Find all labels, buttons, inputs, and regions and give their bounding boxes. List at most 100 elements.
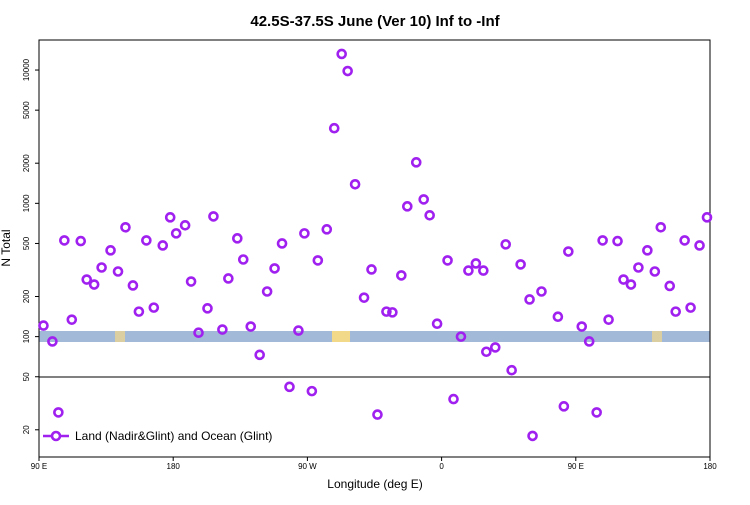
point (358, 292, 370, 303)
point (536, 286, 547, 297)
point (455, 331, 467, 342)
point (133, 306, 145, 317)
point (336, 48, 347, 60)
point (625, 279, 637, 290)
chart-title: 42.5S-37.5S June (Ver 10) Inf to -Inf (250, 13, 500, 30)
point (694, 240, 705, 251)
point (618, 274, 629, 285)
point (276, 238, 288, 249)
point (478, 265, 489, 276)
point (463, 265, 474, 276)
point (410, 157, 422, 168)
point (685, 302, 696, 313)
point (148, 302, 160, 313)
y-tick-label: 10000 (22, 58, 31, 81)
point (649, 266, 661, 277)
point (164, 212, 176, 223)
point (603, 314, 614, 325)
point (112, 266, 124, 277)
point (193, 327, 204, 339)
point (633, 262, 644, 273)
y-tick-label: 2000 (22, 154, 31, 172)
point (597, 235, 608, 246)
point (245, 321, 257, 332)
point (328, 122, 340, 134)
point (442, 255, 453, 266)
point (306, 385, 318, 397)
point (120, 221, 131, 233)
surface-band (39, 331, 710, 342)
y-tick-label: 50 (22, 372, 31, 381)
point (127, 280, 139, 291)
point (47, 336, 58, 347)
y-tick-label: 20 (22, 425, 31, 434)
point (66, 314, 78, 325)
point (269, 263, 280, 274)
point (237, 254, 249, 265)
point (81, 274, 93, 285)
point (223, 273, 234, 284)
point (170, 228, 182, 239)
point (424, 210, 435, 221)
point (105, 245, 116, 256)
x-tick-label: 90 W (298, 462, 317, 471)
point (38, 320, 49, 331)
point (75, 235, 87, 247)
x-tick-label: 180 (167, 462, 181, 471)
point (208, 211, 219, 222)
y-tick-label: 500 (22, 236, 31, 250)
point (185, 276, 197, 287)
point (583, 336, 595, 347)
point (563, 246, 574, 257)
point (470, 258, 482, 269)
point (396, 270, 407, 281)
surface-band-patch (332, 331, 350, 342)
point (655, 221, 667, 233)
point (372, 409, 383, 420)
point (53, 407, 64, 418)
point (576, 321, 588, 332)
surface-band-patch (652, 331, 662, 342)
point (489, 342, 501, 353)
y-axis-label: N Total (0, 229, 13, 266)
point (524, 294, 535, 305)
point (500, 239, 512, 250)
point (217, 324, 228, 335)
point (612, 235, 623, 247)
point (321, 224, 333, 235)
x-axis-label: Longitude (deg E) (327, 477, 422, 491)
x-tick-label: 180 (703, 462, 717, 471)
point (591, 407, 602, 418)
point (506, 364, 517, 376)
surface-band-patch (115, 331, 125, 342)
point (284, 381, 295, 393)
point (418, 194, 430, 205)
x-tick-label: 90 E (568, 462, 584, 471)
point (402, 201, 413, 212)
point (431, 318, 443, 330)
point (59, 235, 70, 246)
point (552, 311, 564, 323)
y-tick-label: 1000 (22, 194, 31, 212)
point (558, 401, 570, 412)
x-tick-label: 0 (439, 462, 444, 471)
point (293, 325, 304, 336)
point (141, 235, 152, 246)
point (664, 280, 676, 292)
point (515, 259, 526, 270)
point (179, 220, 191, 231)
point (679, 235, 690, 246)
point (387, 307, 398, 318)
point (202, 303, 213, 314)
point (261, 286, 273, 297)
plot-frame (38, 39, 711, 458)
point (527, 430, 538, 442)
point (670, 306, 682, 317)
point (366, 264, 377, 275)
legend-label: Land (Nadir&Glint) and Ocean (Glint) (75, 429, 272, 443)
point (481, 346, 492, 358)
x-tick-label: 90 E (31, 462, 47, 471)
point (349, 178, 361, 190)
